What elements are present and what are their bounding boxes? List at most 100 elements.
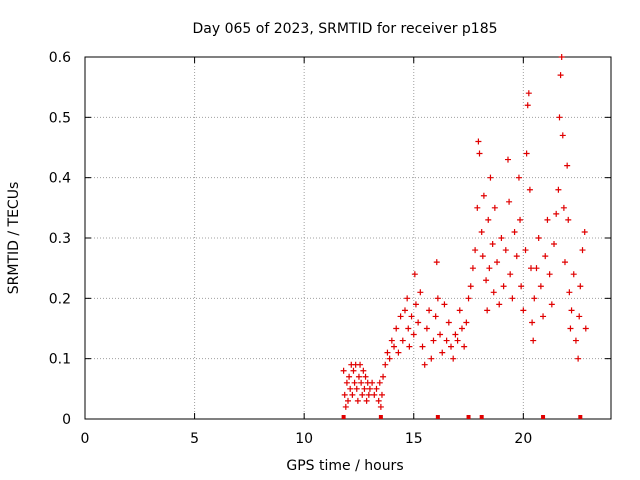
data-point (544, 216, 551, 223)
data-point (410, 331, 417, 338)
data-point (553, 210, 560, 217)
x-axis-marker (479, 415, 484, 419)
data-point (369, 379, 376, 386)
data-point (484, 307, 491, 314)
data-point (419, 343, 426, 350)
data-point (434, 295, 441, 302)
data-point (568, 307, 575, 314)
data-point (458, 325, 465, 332)
data-point (432, 313, 439, 320)
x-axis-marker (466, 415, 471, 419)
data-point (530, 337, 537, 344)
data-point (469, 265, 476, 272)
data-point (350, 367, 357, 374)
data-point (421, 361, 428, 368)
x-tick-label: 15 (405, 431, 423, 447)
data-point (404, 295, 411, 302)
data-point (375, 397, 382, 404)
data-point (478, 228, 485, 235)
y-tick-label: 0.3 (49, 231, 71, 247)
chart-title: Day 065 of 2023, SRMTID for receiver p18… (192, 21, 497, 37)
data-point (581, 228, 588, 235)
data-point (579, 247, 586, 254)
data-point (353, 385, 360, 392)
y-tick-label: 0.6 (49, 50, 71, 66)
data-point (397, 313, 404, 320)
data-point (428, 355, 435, 362)
x-axis-marker (578, 415, 583, 419)
data-point (351, 379, 358, 386)
data-point (378, 391, 385, 398)
y-tick-label: 0.4 (49, 171, 71, 187)
data-point (382, 361, 389, 368)
data-point (448, 343, 455, 350)
data-point (388, 337, 395, 344)
data-point (380, 373, 387, 380)
data-point (345, 397, 351, 404)
data-point (454, 337, 461, 344)
data-point (354, 397, 361, 404)
x-axis-marker (541, 415, 546, 419)
data-point (346, 373, 353, 380)
data-point (577, 283, 584, 290)
data-point (542, 253, 549, 260)
x-tick-label: 10 (295, 431, 313, 447)
data-point (363, 397, 370, 404)
data-point (343, 379, 350, 386)
data-point (475, 138, 482, 145)
data-point (474, 204, 481, 211)
data-point (546, 271, 553, 278)
data-point (476, 150, 483, 157)
data-point (406, 343, 413, 350)
data-point (358, 379, 365, 386)
data-point (340, 367, 347, 374)
data-point (349, 391, 356, 398)
data-point (433, 259, 440, 266)
data-point (558, 54, 565, 60)
data-point (377, 403, 384, 410)
data-point (529, 319, 536, 326)
x-axis-marker (435, 415, 440, 419)
data-point (486, 265, 493, 272)
data-point (461, 343, 468, 350)
data-point (401, 307, 408, 314)
data-point (531, 295, 538, 302)
data-point (557, 72, 564, 79)
data-point (452, 331, 459, 338)
data-point (502, 247, 509, 254)
data-point (366, 385, 373, 392)
data-point (417, 289, 424, 296)
data-point (525, 90, 532, 97)
data-point (509, 295, 516, 302)
data-point (555, 186, 562, 193)
data-point (430, 337, 437, 344)
data-point (441, 301, 448, 308)
data-point (426, 307, 433, 314)
data-point (355, 373, 362, 380)
data-point (523, 150, 530, 157)
data-point (498, 235, 505, 241)
data-point (522, 247, 529, 254)
y-axis-label: SRMTID / TECUs (6, 182, 22, 295)
data-point (437, 331, 444, 338)
data-point (511, 228, 518, 235)
data-point (575, 355, 582, 362)
data-point (467, 283, 474, 290)
data-point (341, 391, 348, 398)
data-point (384, 349, 391, 356)
data-point (572, 337, 579, 344)
data-point (450, 355, 457, 362)
data-point (412, 301, 419, 308)
data-point (528, 265, 535, 272)
y-tick-label: 0.5 (49, 110, 71, 126)
data-point (496, 301, 503, 308)
x-tick-label: 20 (514, 431, 532, 447)
data-point (342, 403, 349, 410)
data-point (376, 379, 383, 386)
data-point (520, 307, 527, 314)
data-point (566, 289, 573, 296)
data-point (472, 247, 479, 254)
y-tick-label: 0.1 (49, 352, 71, 368)
data-point (489, 241, 496, 248)
data-point (487, 174, 494, 181)
